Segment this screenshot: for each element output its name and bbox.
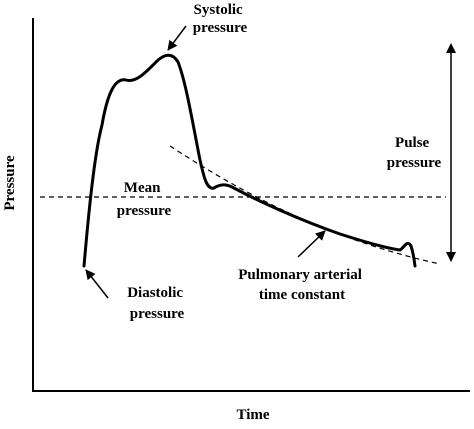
pulse-pressure-label: Pulse pressure <box>387 135 442 171</box>
systolic-arrow <box>167 25 187 51</box>
diastolic-arrow <box>85 269 109 299</box>
y-axis-label: Pressure <box>2 155 18 211</box>
x-axis-label: Time <box>236 407 269 423</box>
pressure-waveform <box>82 53 417 268</box>
systolic-label: Systolic pressure <box>193 2 248 36</box>
diastolic-label: Diastolic pressure <box>127 285 187 322</box>
time-constant-label: Pulmonary arterial time constant <box>238 267 365 303</box>
time-constant-arrow <box>297 230 326 258</box>
mean-pressure-label: Mean pressure <box>117 180 172 219</box>
